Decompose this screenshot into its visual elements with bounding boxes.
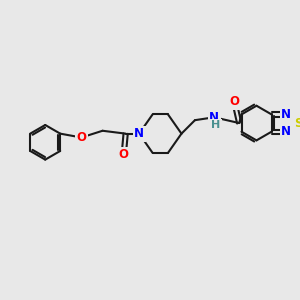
Text: O: O bbox=[230, 95, 239, 108]
Text: N: N bbox=[281, 125, 291, 138]
Text: O: O bbox=[76, 131, 86, 144]
Text: N: N bbox=[209, 111, 219, 124]
Text: H: H bbox=[212, 120, 221, 130]
Text: S: S bbox=[294, 117, 300, 130]
Text: N: N bbox=[281, 108, 291, 121]
Text: N: N bbox=[134, 127, 144, 140]
Text: O: O bbox=[119, 148, 129, 161]
